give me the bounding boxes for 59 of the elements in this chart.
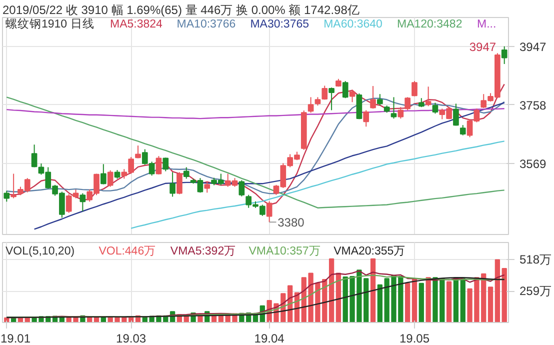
candlestick [183, 166, 190, 180]
text: MA5:3824 [110, 18, 164, 30]
annotation: 3380 [278, 216, 305, 230]
annotation: 3947 [469, 40, 496, 54]
chart-subtitle: 螺纹钢1910 日线 [6, 18, 94, 30]
candlestick [135, 145, 141, 159]
candlestick [156, 156, 162, 175]
candlestick [176, 172, 182, 195]
candlestick [398, 106, 404, 120]
candlestick [107, 170, 114, 188]
text: VMA20:355万 [334, 244, 406, 258]
candlestick [425, 86, 432, 107]
candlestick [404, 96, 410, 111]
candlestick [432, 102, 438, 114]
x-tick-label: 19.05 [399, 332, 430, 345]
y-tick-label: 259万 [520, 284, 552, 298]
candlestick [370, 86, 376, 110]
candlestick [4, 190, 10, 202]
x-tick-label: 19.04 [254, 332, 285, 345]
candlestick [349, 89, 356, 103]
text: MA10:3766 [176, 18, 236, 30]
text: VMA5:392万 [170, 244, 236, 258]
y-tick-label: 3569 [520, 157, 547, 172]
candlestick [460, 124, 466, 136]
text: MA60:3640 [324, 18, 382, 30]
candlestick [266, 200, 272, 223]
candlestick [80, 192, 86, 212]
candlestick [342, 80, 348, 99]
text: M... [477, 18, 496, 30]
candlestick [322, 85, 328, 100]
x-tick-label: 19.03 [116, 332, 146, 345]
candlestick [31, 144, 38, 168]
candlestick [238, 180, 245, 197]
x-tick-label: 19.01 [0, 332, 31, 345]
y-tick-label: 3758 [520, 98, 547, 112]
candlestick [170, 172, 176, 198]
candlestick [501, 46, 508, 64]
chart-title: 2019/05/22 收 3910 幅 1.69%(65) 量 446万 换 0.00% 额 1742.98亿 [2, 3, 360, 17]
candlestick [356, 92, 362, 120]
candlestick [10, 173, 16, 199]
candlestick [363, 110, 370, 128]
text: MA120:3482 [397, 18, 462, 30]
y-tick-label: 518万 [520, 252, 552, 267]
candlestick [328, 87, 334, 111]
line-series [130, 140, 505, 229]
candlestick [100, 164, 106, 185]
candlestick [412, 80, 418, 97]
candlestick [390, 96, 397, 120]
text: VMA10:357万 [248, 244, 321, 258]
candlestick [453, 103, 459, 126]
candlestick [204, 181, 210, 194]
line-series [34, 102, 505, 230]
text: MA30:3765 [250, 18, 310, 30]
chart-title: VOL(5,10,20) [6, 246, 75, 258]
candlestick [162, 157, 169, 172]
candlestick [308, 96, 314, 114]
y-tick-label: 3947 [520, 40, 547, 54]
text: VOL:446万 [98, 244, 156, 258]
candlestick [377, 94, 383, 106]
